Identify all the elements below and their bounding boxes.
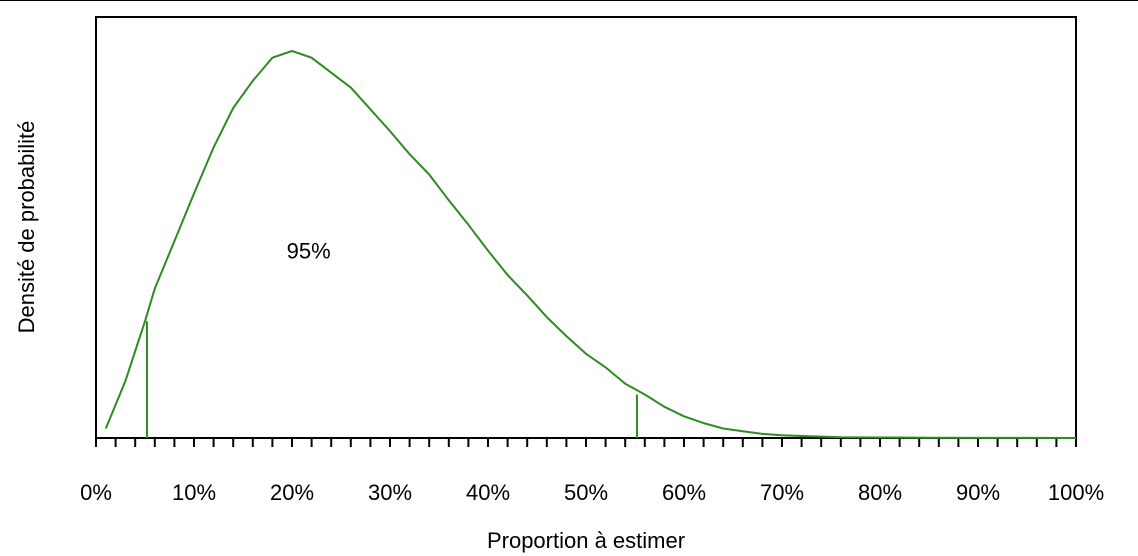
x-tick-label: 30% (368, 480, 412, 505)
x-tick-label: 100% (1048, 480, 1104, 505)
interval-percentage-label: 95% (287, 239, 331, 264)
annotations: 95% (287, 239, 331, 264)
x-axis-ticks (95, 438, 1077, 447)
x-tick-label: 40% (466, 480, 510, 505)
interval-markers (145, 321, 638, 438)
x-tick-label: 10% (172, 480, 216, 505)
x-tick-label: 70% (760, 480, 804, 505)
plot-area-frame (95, 16, 1077, 439)
x-axis-tick-labels: 0% 10% 20% 30% 40% 50% 60% 70% 80% 90% 100% (80, 480, 1104, 505)
x-tick-label: 60% (662, 480, 706, 505)
x-tick-label: 50% (564, 480, 608, 505)
x-tick-label: 80% (858, 480, 902, 505)
series-group (104, 50, 1077, 439)
top-border-rule (0, 0, 1138, 1)
x-tick-label: 0% (80, 480, 112, 505)
x-axis-title: Proportion à estimer (487, 528, 685, 553)
x-tick-label: 20% (270, 480, 314, 505)
density-curve (104, 50, 1077, 439)
x-tick-label: 90% (956, 480, 1000, 505)
y-axis-title: Densité de probabilité (14, 121, 39, 334)
